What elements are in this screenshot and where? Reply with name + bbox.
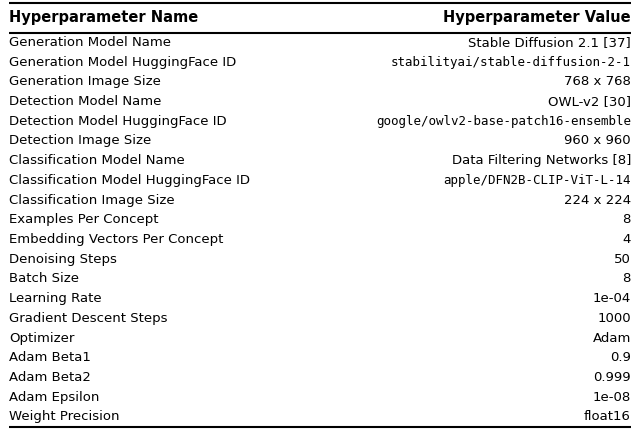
Text: OWL-v2 [30]: OWL-v2 [30]: [548, 95, 631, 108]
Text: Optimizer: Optimizer: [9, 332, 74, 344]
Text: Batch Size: Batch Size: [9, 272, 79, 286]
Text: 224 x 224: 224 x 224: [564, 194, 631, 207]
Text: Gradient Descent Steps: Gradient Descent Steps: [9, 312, 168, 325]
Text: Denoising Steps: Denoising Steps: [9, 253, 117, 266]
Text: float16: float16: [584, 410, 631, 423]
Text: Embedding Vectors Per Concept: Embedding Vectors Per Concept: [9, 233, 223, 246]
Text: Examples Per Concept: Examples Per Concept: [9, 213, 159, 226]
Text: stabilityai/stable-diffusion-2-1: stabilityai/stable-diffusion-2-1: [391, 56, 631, 68]
Text: 8: 8: [623, 213, 631, 226]
Text: Stable Diffusion 2.1 [37]: Stable Diffusion 2.1 [37]: [468, 36, 631, 49]
Text: Detection Model Name: Detection Model Name: [9, 95, 161, 108]
Text: 768 x 768: 768 x 768: [564, 75, 631, 89]
Text: Adam Beta1: Adam Beta1: [9, 351, 91, 364]
Text: Generation Model HuggingFace ID: Generation Model HuggingFace ID: [9, 56, 236, 68]
Text: 1000: 1000: [597, 312, 631, 325]
Text: Classification Model HuggingFace ID: Classification Model HuggingFace ID: [9, 174, 250, 187]
Text: Hyperparameter Value: Hyperparameter Value: [444, 10, 631, 25]
Text: 8: 8: [623, 272, 631, 286]
Text: Data Filtering Networks [8]: Data Filtering Networks [8]: [452, 154, 631, 167]
Text: Classification Image Size: Classification Image Size: [9, 194, 175, 207]
Text: Generation Image Size: Generation Image Size: [9, 75, 161, 89]
Text: Weight Precision: Weight Precision: [9, 410, 120, 423]
Text: Adam Epsilon: Adam Epsilon: [9, 391, 99, 404]
Text: Generation Model Name: Generation Model Name: [9, 36, 171, 49]
Text: 4: 4: [623, 233, 631, 246]
Text: 1e-04: 1e-04: [593, 292, 631, 305]
Text: Detection Image Size: Detection Image Size: [9, 134, 151, 147]
Text: 1e-08: 1e-08: [593, 391, 631, 404]
Text: Adam Beta2: Adam Beta2: [9, 371, 91, 384]
Text: Learning Rate: Learning Rate: [9, 292, 102, 305]
Text: apple/DFN2B-CLIP-ViT-L-14: apple/DFN2B-CLIP-ViT-L-14: [444, 174, 631, 187]
Text: Hyperparameter Name: Hyperparameter Name: [9, 10, 198, 25]
Text: 960 x 960: 960 x 960: [564, 134, 631, 147]
Text: 0.999: 0.999: [593, 371, 631, 384]
Text: Adam: Adam: [593, 332, 631, 344]
Text: 0.9: 0.9: [610, 351, 631, 364]
Text: Classification Model Name: Classification Model Name: [9, 154, 185, 167]
Text: Detection Model HuggingFace ID: Detection Model HuggingFace ID: [9, 115, 227, 128]
Text: 50: 50: [614, 253, 631, 266]
Text: google/owlv2-base-patch16-ensemble: google/owlv2-base-patch16-ensemble: [376, 115, 631, 128]
